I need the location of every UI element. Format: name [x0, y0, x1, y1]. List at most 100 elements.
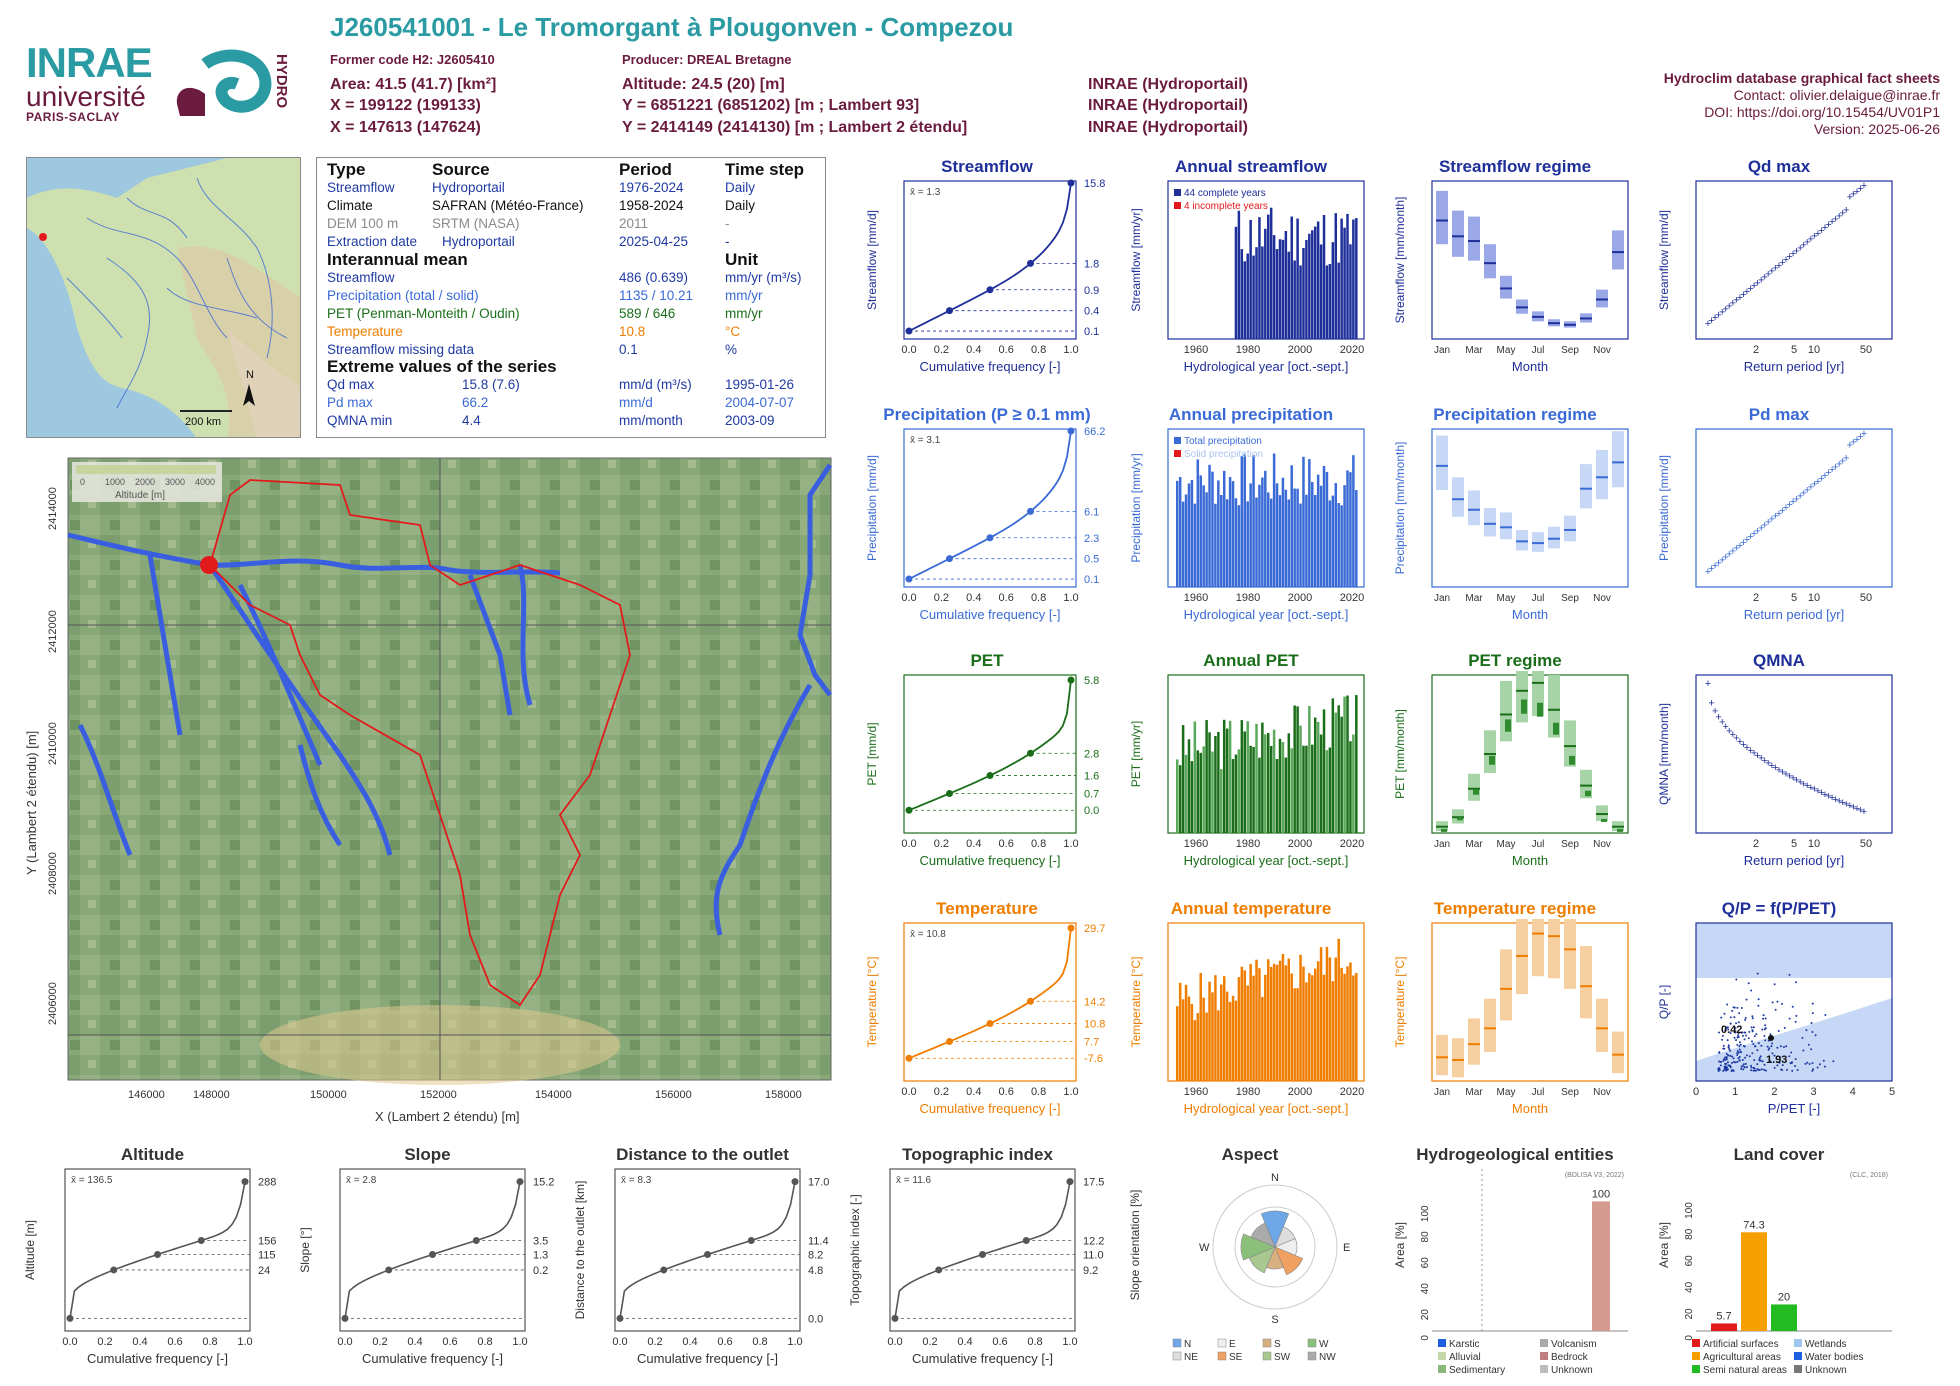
y-tick-label: 60: [1420, 1257, 1431, 1269]
x-tick-label: 1.0: [237, 1336, 252, 1348]
scatter-point: [1808, 1062, 1811, 1065]
annual-bar: [1228, 477, 1232, 587]
regime-box-2: [1553, 722, 1559, 735]
rp-point: +: [1797, 242, 1803, 254]
chart-svg: 15.2 3.5 1.3 0.2 0.0 0.2 0.4 0.6 0.8 1.0 Cumulativ…: [298, 1168, 554, 1366]
annual-bar: [1178, 982, 1182, 1081]
annual-bar: [1278, 495, 1282, 587]
rp-point: +: [1730, 729, 1736, 741]
regime-box-2: [1521, 699, 1527, 714]
right-tick-label: 0.1: [1084, 574, 1099, 586]
annual-bar: [1331, 981, 1335, 1081]
chart-topo: Topographic index 17.5 12.2 11.0 9.2 0.0 0.2 0.…: [845, 1145, 1110, 1375]
y-axis-label: Distance to the outlet [km]: [573, 1181, 587, 1320]
annual-bar: [1199, 972, 1202, 1081]
scatter-point: [1790, 1061, 1793, 1064]
svg-text:1000: 1000: [105, 477, 125, 487]
rp-point: +: [1730, 298, 1736, 310]
y-tick-label: 40: [1420, 1283, 1431, 1295]
chart-annual_pet: Annual PET 1960 1980 2000 2020 Hydrological y…: [1126, 651, 1376, 871]
chart-temp_fdc: Temperature 29.7 14.2 10.8 7.7 -7.6 0.0 0.2 0.4 0…: [862, 899, 1112, 1119]
rp-point: +: [1836, 795, 1842, 807]
scatter-point: [1811, 1031, 1814, 1034]
annual-bar: [1208, 981, 1211, 1081]
right-tick-label: 5.8: [1084, 675, 1099, 687]
scatter-point: [1724, 1065, 1727, 1068]
quantile-point: [986, 534, 994, 542]
lower-band: [1696, 998, 1892, 1081]
rp-point: +: [1744, 286, 1750, 298]
rp-point: +: [1751, 528, 1757, 540]
annual-bar: [1322, 214, 1326, 339]
annual-bar: [1193, 721, 1197, 833]
scatter-point: [1727, 1054, 1730, 1057]
quantile-point: [747, 1236, 755, 1244]
legend-label: Sedimentary: [1449, 1365, 1505, 1375]
x-lambert2: X = 147613 (147624): [330, 119, 481, 136]
scatter-point: [1740, 1006, 1743, 1009]
rp-point: +: [1740, 537, 1746, 549]
legend-label: Wetlands: [1805, 1339, 1847, 1350]
annual-bar: [1252, 975, 1255, 1081]
scatter-point: [1738, 1055, 1741, 1058]
x-tick-label: 4: [1850, 1086, 1856, 1098]
x-axis-label: Hydrological year [oct.-sept.]: [1184, 359, 1349, 374]
scatter-point: [1737, 1034, 1740, 1037]
annual-bar: [1264, 734, 1267, 833]
annual-bar: [1246, 253, 1249, 339]
chart-title: Temperature: [936, 899, 1038, 918]
rp-point: +: [1804, 485, 1810, 497]
annual-bar: [1334, 483, 1338, 587]
svg-text:2412000: 2412000: [47, 610, 59, 653]
annual-bar: [1249, 745, 1252, 833]
rp-point: +: [1822, 789, 1828, 801]
annual-bar: [1299, 503, 1302, 587]
scatter-point: [1742, 1034, 1745, 1037]
scatter-point: [1811, 1012, 1814, 1015]
scatter-point: [1742, 1044, 1745, 1047]
scatter-point: [1744, 1062, 1747, 1065]
regime-box: [1516, 671, 1528, 723]
rp-point: +: [1783, 502, 1789, 514]
annual-bar: [1325, 946, 1329, 1081]
rp-point: +: [1847, 800, 1853, 812]
annual-bar: [1243, 731, 1247, 833]
x-tick-label: 1.0: [1063, 1086, 1078, 1098]
annual-bar: [1267, 959, 1270, 1081]
legend-label: SW: [1274, 1352, 1291, 1363]
chart-title: Annual temperature: [1170, 899, 1332, 918]
right-tick-label: 8.2: [808, 1250, 823, 1262]
annual-bar: [1234, 226, 1238, 339]
rp-point: +: [1832, 461, 1838, 473]
annual-bar: [1281, 239, 1285, 339]
annual-bar: [1202, 485, 1205, 587]
legend-swatch: [1438, 1339, 1446, 1347]
rp-point: +: [1790, 773, 1796, 785]
x-tick-label: 0.4: [132, 1336, 147, 1348]
scatter-point: [1729, 1032, 1732, 1035]
annual-bar: [1237, 210, 1241, 339]
scatter-point: [1736, 1043, 1739, 1046]
chart-annual_temp: Annual temperature 1960 1980 2000 2020 Hydrol…: [1126, 899, 1376, 1119]
quantile-point: [1022, 1236, 1030, 1244]
x-tick-label: 1.0: [1063, 592, 1078, 604]
regime-box: [1516, 299, 1528, 314]
scatter-point: [1734, 1061, 1737, 1064]
annual-bar: [1184, 494, 1188, 587]
annual-bar: [1328, 957, 1332, 1081]
annual-bar: [1261, 246, 1264, 339]
x-tick-label: 0.8: [477, 1336, 492, 1348]
legend-swatch: [1692, 1339, 1700, 1347]
quantile-point: [516, 1178, 524, 1186]
x-tick-label: 1: [1732, 1086, 1738, 1098]
scatter-point: [1757, 1004, 1760, 1007]
svg-text:2000: 2000: [135, 477, 155, 487]
annual-bar: [1231, 995, 1235, 1081]
annual-bar: [1316, 221, 1320, 339]
x-tick-label: 5: [1791, 592, 1797, 604]
annual-bar: [1261, 477, 1264, 587]
rp-point: +: [1811, 231, 1817, 243]
annual-bar: [1237, 749, 1241, 833]
annual-bar: [1267, 492, 1270, 587]
scatter-point: [1726, 1026, 1729, 1029]
